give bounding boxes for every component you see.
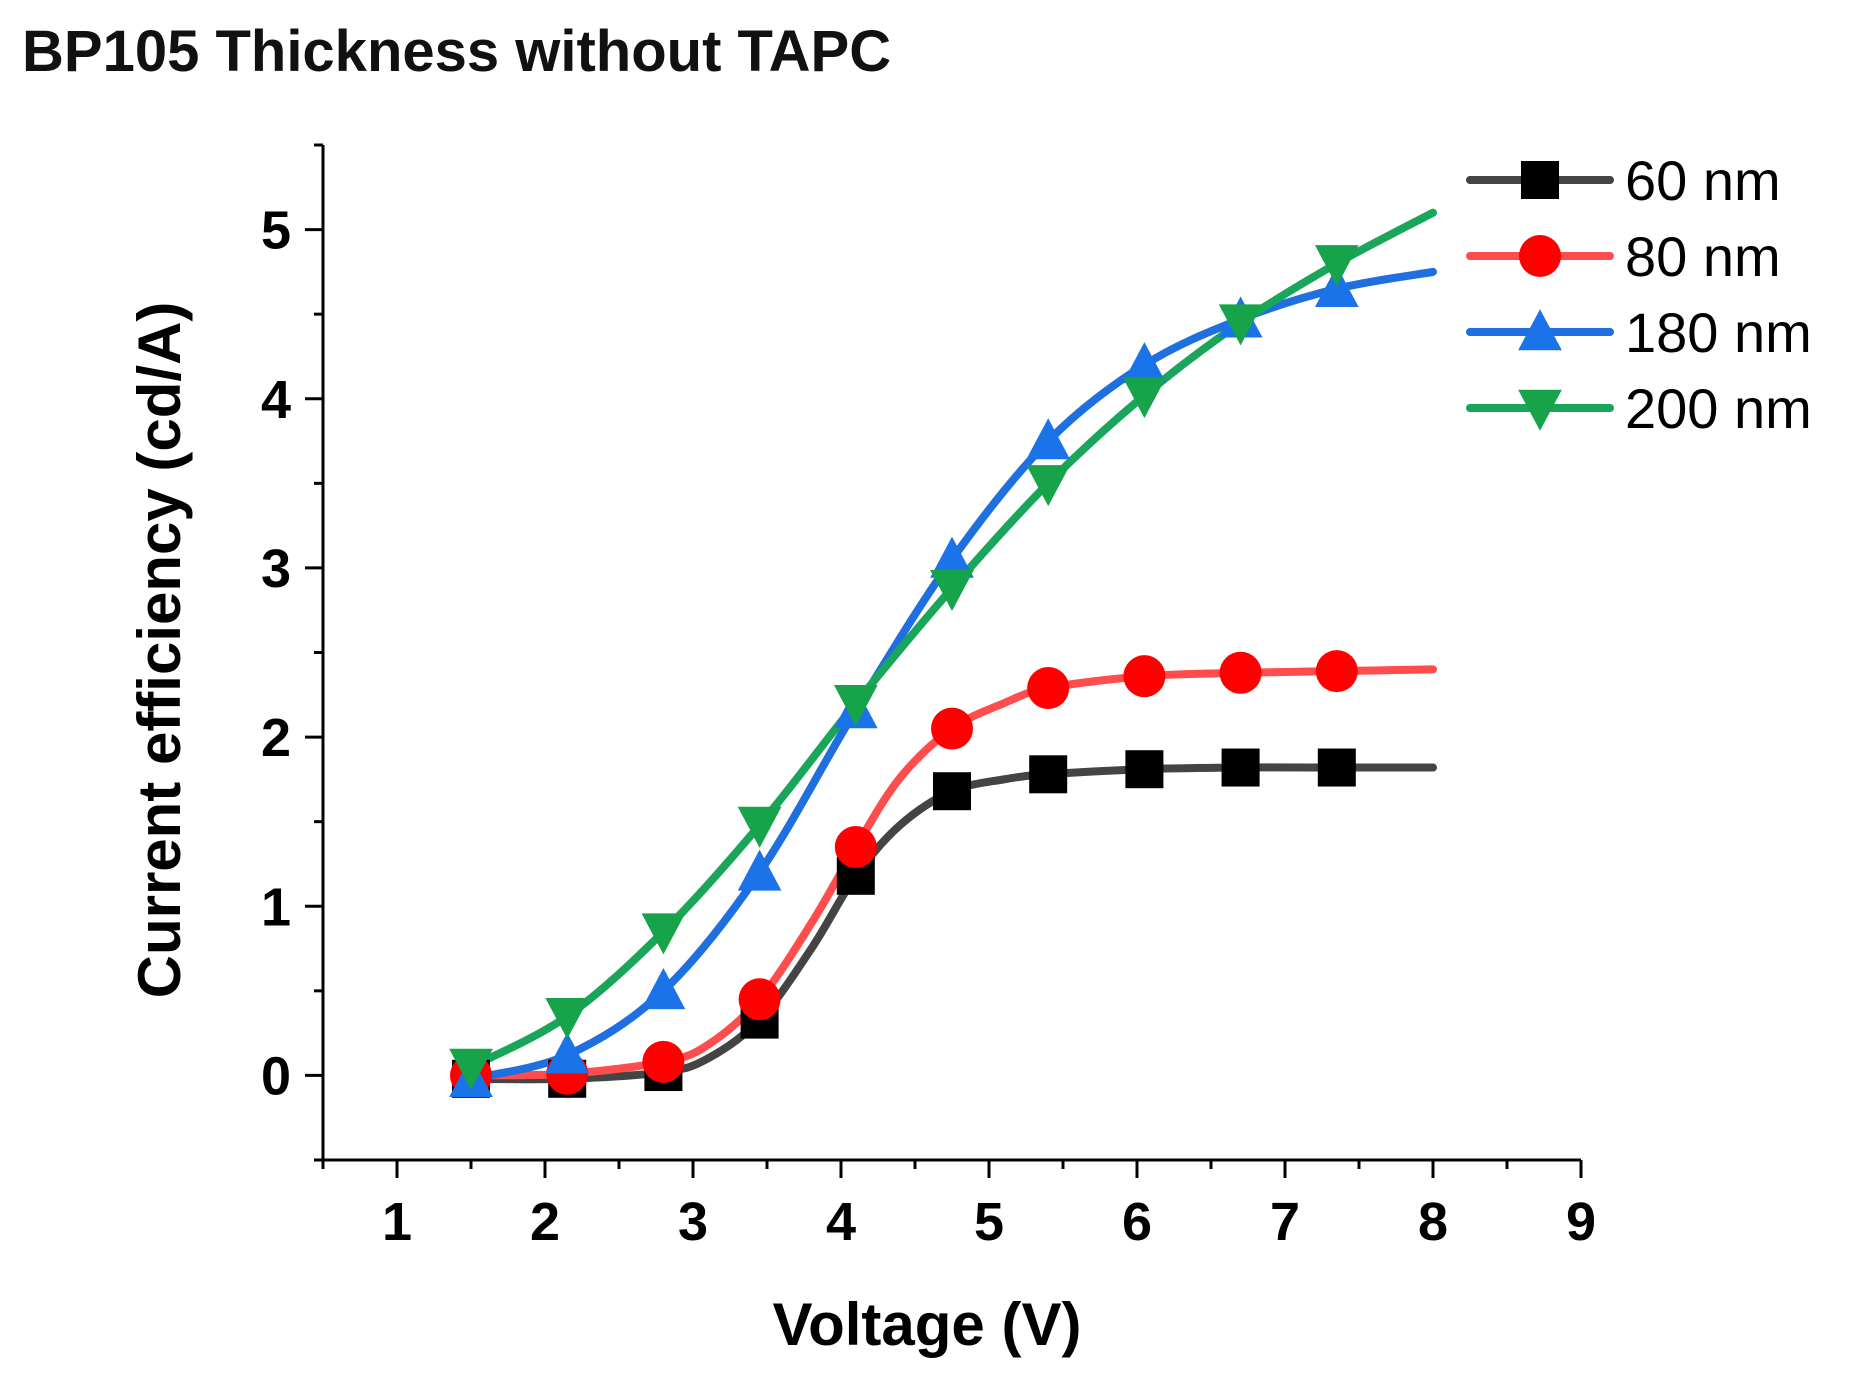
axes: 1 2 3 4 5 6 7 8 9 0 1 2 3 4 5: [261, 143, 1596, 1252]
data-point-80-nm: [1027, 667, 1070, 710]
series-markers: [449, 245, 1359, 1098]
x-axis-label: Voltage (V): [773, 1291, 1082, 1358]
x-tick-label: 3: [678, 1192, 708, 1252]
data-point-180-nm: [641, 968, 686, 1010]
data-point-200-nm: [1122, 377, 1167, 419]
y-tick-label: 2: [261, 708, 291, 768]
data-point-80-nm: [1219, 651, 1262, 694]
legend-marker-60-nm: [1521, 161, 1559, 199]
data-point-180-nm: [737, 849, 782, 891]
legend-label-180-nm: 180 nm: [1625, 301, 1812, 364]
y-tick-label: 5: [261, 201, 291, 261]
data-point-180-nm: [1026, 418, 1071, 460]
y-tick-label: 0: [261, 1046, 291, 1106]
data-point-200-nm: [449, 1048, 493, 1090]
data-point-60-nm: [1317, 748, 1356, 787]
data-point-180-nm: [545, 1032, 590, 1074]
data-point-200-nm: [641, 913, 686, 955]
data-point-60-nm: [1029, 755, 1068, 794]
data-point-200-nm: [930, 569, 974, 612]
x-tick-label: 5: [974, 1192, 1004, 1252]
x-tick-label: 1: [382, 1192, 412, 1252]
data-point-200-nm: [545, 997, 590, 1040]
x-tick-label: 9: [1566, 1192, 1596, 1252]
legend-marker-80-nm: [1519, 235, 1561, 277]
data-point-80-nm: [834, 826, 877, 869]
legend: 60 nm 80 nm 180 nm 200 nm: [1466, 149, 1812, 440]
y-tick-label: 1: [261, 877, 291, 937]
series-line-200-nm: [467, 208, 1437, 1071]
y-tick-label: 4: [261, 370, 291, 430]
data-point-200-nm: [737, 806, 782, 848]
data-point-200-nm: [833, 685, 878, 727]
series-curves: [467, 208, 1437, 1084]
legend-label-60-nm: 60 nm: [1625, 149, 1781, 212]
data-point-80-nm: [1123, 655, 1166, 698]
data-point-200-nm: [1026, 465, 1071, 507]
x-tick-label: 6: [1122, 1192, 1152, 1252]
data-point-60-nm: [1125, 750, 1164, 789]
data-point-180-nm: [930, 536, 974, 578]
x-tick-label: 4: [826, 1192, 856, 1252]
x-tick-label: 2: [530, 1192, 560, 1252]
data-point-60-nm: [933, 772, 971, 811]
data-point-200-nm: [1218, 304, 1263, 346]
legend-marker-180-nm: [1518, 309, 1562, 351]
legend-label-80-nm: 80 nm: [1625, 225, 1781, 288]
data-point-60-nm: [1221, 748, 1260, 787]
data-point-80-nm: [1315, 650, 1358, 693]
x-tick-label: 8: [1418, 1192, 1448, 1252]
data-point-80-nm: [738, 978, 781, 1021]
y-tick-label: 3: [261, 539, 291, 599]
legend-marker-200-nm: [1518, 389, 1562, 431]
data-point-180-nm: [1122, 342, 1167, 384]
y-axis-label: Current efficiency (cd/A): [126, 302, 193, 999]
chart-title: BP105 Thickness without TAPC: [22, 19, 892, 84]
legend-label-200-nm: 200 nm: [1625, 377, 1812, 440]
data-point-180-nm: [1314, 265, 1359, 308]
x-tick-label: 7: [1270, 1192, 1300, 1252]
data-point-200-nm: [1314, 245, 1359, 287]
data-point-80-nm: [931, 707, 973, 750]
data-point-80-nm: [642, 1040, 685, 1083]
